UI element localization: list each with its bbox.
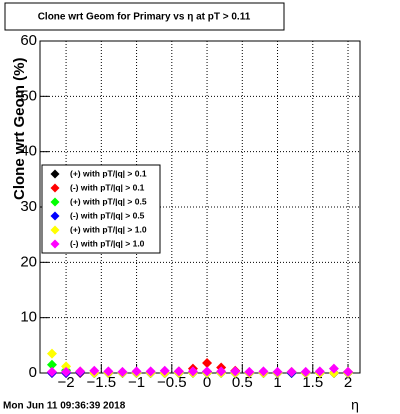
legend-label: (-) with pT/|q| > 0.1 bbox=[70, 182, 145, 192]
data-point bbox=[343, 366, 354, 377]
legend-label: (+) with pT/|q| > 0.1 bbox=[70, 168, 147, 178]
x-tick-label: −1.5 bbox=[87, 374, 117, 391]
data-point bbox=[75, 366, 86, 377]
y-axis-label: Clone wrt Geom (%) bbox=[11, 57, 28, 200]
x-tick-label: 1 bbox=[273, 374, 281, 391]
legend-label: (+) with pT/|q| > 0.5 bbox=[70, 196, 147, 206]
x-tick-label: 1.5 bbox=[302, 374, 323, 391]
x-tick-label: −0.5 bbox=[157, 374, 187, 391]
data-point bbox=[159, 365, 170, 376]
x-tick-label: 2 bbox=[344, 374, 352, 391]
data-point bbox=[202, 366, 213, 377]
y-tick-label: 50 bbox=[20, 87, 37, 104]
data-point bbox=[300, 366, 311, 377]
data-point bbox=[230, 366, 241, 377]
data-point bbox=[328, 363, 339, 374]
legend-marker bbox=[50, 211, 60, 221]
legend-marker bbox=[50, 225, 60, 235]
data-point bbox=[286, 366, 297, 377]
x-tick-label: 0.5 bbox=[232, 374, 253, 391]
data-point bbox=[103, 366, 114, 377]
y-tick-label: 10 bbox=[20, 309, 37, 326]
data-point bbox=[89, 365, 100, 376]
data-point bbox=[46, 359, 57, 370]
x-tick-label: −1 bbox=[128, 374, 145, 391]
title-box bbox=[4, 2, 285, 31]
x-axis-label: η bbox=[351, 397, 359, 413]
legend-label: (-) with pT/|q| > 0.5 bbox=[70, 210, 145, 220]
data-point bbox=[314, 366, 325, 377]
legend-marker bbox=[50, 239, 60, 249]
data-point bbox=[173, 366, 184, 377]
data-point bbox=[258, 366, 269, 377]
data-point bbox=[187, 366, 198, 377]
legend-label: (-) with pT/|q| > 1.0 bbox=[70, 238, 145, 248]
data-point bbox=[272, 366, 283, 377]
x-tick-label: −2 bbox=[58, 374, 75, 391]
data-point bbox=[131, 366, 142, 377]
legend-box bbox=[41, 164, 161, 254]
x-tick-label: 0 bbox=[203, 374, 211, 391]
data-point bbox=[244, 366, 255, 377]
data-point bbox=[216, 366, 227, 377]
y-tick-label: 30 bbox=[20, 198, 37, 215]
data-point bbox=[117, 366, 128, 377]
legend-marker bbox=[50, 183, 60, 193]
legend-marker bbox=[50, 169, 60, 179]
y-tick-label: 40 bbox=[20, 143, 37, 160]
legend-marker bbox=[50, 197, 60, 207]
data-point bbox=[61, 361, 72, 372]
legend-label: (+) with pT/|q| > 1.0 bbox=[70, 224, 147, 234]
y-tick-label: 20 bbox=[20, 253, 37, 270]
data-point bbox=[46, 366, 57, 377]
data-point bbox=[145, 366, 156, 377]
y-tick-label: 0 bbox=[29, 364, 37, 381]
plot-frame bbox=[39, 40, 361, 374]
data-point bbox=[61, 366, 72, 377]
y-tick-label: 60 bbox=[20, 32, 37, 49]
data-point bbox=[202, 358, 213, 369]
chart-title: Clone wrt Geom for Primary vs η at pT > … bbox=[38, 12, 251, 23]
data-point bbox=[46, 348, 57, 359]
footer-date: Mon Jun 11 09:36:39 2018 bbox=[3, 401, 126, 412]
